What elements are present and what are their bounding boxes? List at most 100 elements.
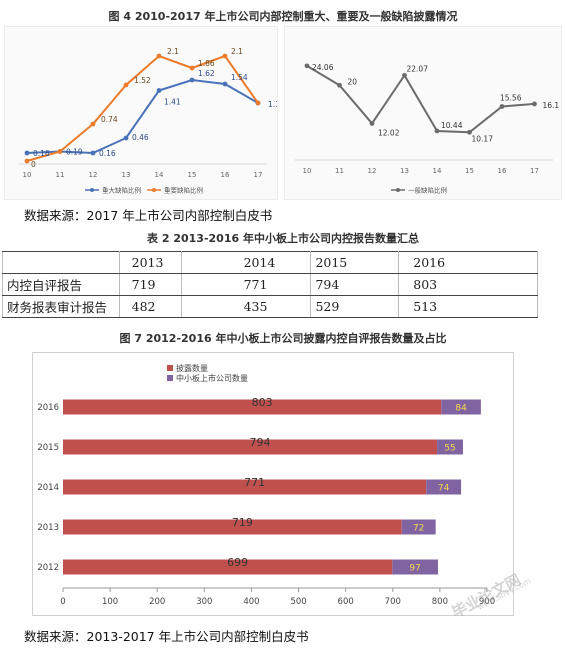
table-header-cell: 2014: [180, 251, 312, 274]
data-point: [90, 121, 96, 127]
y-tick-label: 2013: [37, 523, 59, 533]
data-label: 10.44: [441, 121, 463, 130]
data-point: [222, 53, 228, 59]
bar-sme-count: [441, 399, 481, 415]
blue-data-label: 0.46: [132, 133, 149, 142]
bar-value-label: 719: [232, 516, 253, 529]
x-tick-label: 500: [290, 597, 306, 607]
data-point: [255, 100, 261, 106]
data-point: [369, 121, 375, 126]
data-point: [189, 77, 195, 83]
right-line-chart-panel: 10 11 12 13 14 15 16 17 24.06 20 12.02 22.07 10.44 10…: [284, 26, 562, 200]
figure7-title: 图 7 2012-2016 年中小板上市公司披露内控自评报告数量及占比: [119, 332, 447, 345]
x-tick-label: 13: [400, 167, 409, 175]
data-point: [532, 101, 537, 107]
x-tick-label: 400: [243, 597, 259, 607]
bar-value-label: 55: [444, 444, 455, 454]
data-label: 24.06: [312, 63, 334, 72]
series-line: [26, 78, 259, 155]
legend-label: 重要缺陷比例: [164, 186, 203, 195]
bar-value-label: 699: [227, 556, 248, 569]
x-tick-label: 15: [465, 167, 474, 175]
bar-value-label: 97: [409, 564, 420, 574]
table-cell: 529: [310, 295, 400, 318]
table-cell: 719: [118, 273, 182, 296]
x-tick-label: 16: [498, 167, 507, 175]
figure4-title: 图 4 2010-2017 年上市公司内部控制重大、重要及一般缺陷披露情况: [108, 10, 458, 23]
x-tick-label: 17: [254, 171, 263, 179]
x-tick-label: 13: [122, 171, 131, 179]
y-tick-label: 2014: [37, 483, 59, 493]
data-point: [434, 128, 440, 134]
table-cell: 482: [118, 295, 182, 318]
legend-label: 重大缺陷比例: [102, 186, 141, 195]
data-point: [467, 129, 472, 135]
x-tick-label: 10: [23, 171, 32, 179]
x-tick-label: 12: [89, 171, 98, 179]
y-tick-label: 2012: [37, 563, 59, 573]
data-point: [90, 150, 96, 156]
x-tick-label: 900: [479, 597, 495, 607]
left-line-chart-panel: 10 11 12 13 14 15 16 17 0.16 0.19 0.16 0.46 1.41 1.62…: [4, 26, 285, 200]
blue-data-label: 0.16: [99, 149, 116, 158]
data-point: [24, 150, 30, 156]
blue-data-label: 0.16: [33, 149, 50, 158]
data-label: 12.02: [378, 128, 400, 137]
blue-data-label: 1.16: [268, 100, 277, 109]
legend-swatch: [167, 365, 173, 371]
x-tick-label: 10: [303, 167, 312, 175]
table-cell: 771: [180, 273, 312, 296]
bar-disclosed: [63, 519, 402, 535]
data-source-note-1: 数据来源：2017 年上市公司内部控制白皮书: [24, 208, 273, 223]
data-point: [222, 81, 228, 87]
data-point: [156, 53, 162, 59]
bar-value-label: 803: [252, 396, 273, 409]
x-tick-label: 17: [530, 167, 539, 175]
table2-title: 表 2 2013-2016 年中小板上市公司内控报告数量汇总: [147, 232, 419, 245]
legend-swatch: [167, 375, 173, 381]
data-label: 22.07: [407, 64, 429, 73]
legend-marker: [90, 188, 94, 192]
table-header-cell: 2015: [310, 251, 400, 274]
data-label: 15.56: [500, 93, 522, 102]
table-row-label: 内控自评报告: [2, 273, 120, 296]
legend-marker: [152, 188, 156, 192]
orange-data-label: 0: [31, 160, 36, 169]
blue-data-label: 1.54: [231, 73, 248, 82]
data-point: [57, 149, 63, 154]
x-tick-label: 12: [368, 167, 377, 175]
x-tick-label: 0: [60, 597, 65, 607]
x-tick-label: 600: [338, 597, 354, 607]
data-point: [123, 135, 129, 141]
y-tick-label: 2015: [37, 443, 59, 453]
orange-data-label: 0.74: [101, 115, 118, 124]
table-header-cell: 2016: [398, 251, 538, 274]
table2: 2013 2014 2015 2016 内控自评报告 719 771 794 8…: [2, 251, 538, 318]
data-point: [337, 82, 342, 88]
x-tick-label: 200: [149, 597, 165, 607]
orange-data-label: 1.86: [198, 59, 215, 68]
data-point: [123, 82, 129, 88]
x-tick-label: 15: [188, 171, 197, 179]
bar-sme-count: [426, 479, 462, 495]
data-point: [189, 65, 195, 71]
table-row: 内控自评报告 719 771 794 803: [2, 273, 538, 296]
legend-label: 披露数量: [176, 363, 208, 373]
y-tick-label: 2016: [37, 403, 59, 413]
table-cell: 803: [398, 273, 538, 296]
bar-disclosed: [63, 439, 438, 455]
table-row-label: 财务报表审计报告: [2, 295, 120, 318]
x-tick-label: 11: [56, 171, 65, 179]
bar-value-label: 771: [244, 476, 265, 489]
data-label: 20: [348, 77, 358, 86]
data-point: [156, 88, 162, 93]
legend-label: 中小板上市公司数量: [176, 373, 248, 383]
data-label: 16.1: [543, 101, 560, 110]
bar-disclosed: [63, 399, 442, 415]
data-label: 10.17: [472, 134, 494, 143]
orange-data-label: 2.1: [167, 47, 179, 56]
x-tick-label: 11: [335, 167, 344, 175]
x-tick-label: 700: [385, 597, 401, 607]
bar-value-label: 74: [438, 484, 450, 494]
